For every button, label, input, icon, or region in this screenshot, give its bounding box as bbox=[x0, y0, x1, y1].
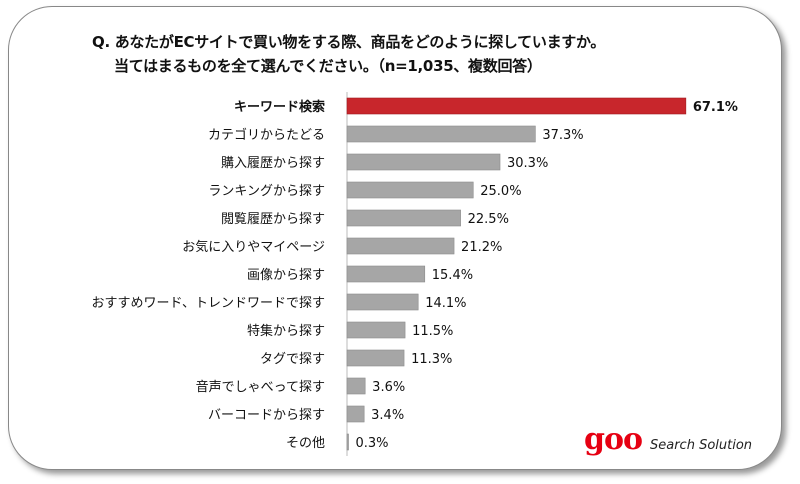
category-label: お気に入りやマイページ bbox=[182, 239, 325, 255]
bar bbox=[346, 349, 405, 367]
category-label: 音声でしゃべって探す bbox=[196, 379, 325, 395]
bar bbox=[346, 265, 426, 283]
value-label: 3.6% bbox=[372, 380, 405, 395]
bar bbox=[346, 237, 455, 255]
value-label: 0.3% bbox=[356, 436, 389, 451]
bar bbox=[346, 209, 461, 227]
value-label: 11.3% bbox=[411, 352, 452, 367]
category-label: タグで探す bbox=[260, 352, 325, 367]
value-label: 14.1% bbox=[425, 296, 466, 311]
bar bbox=[346, 321, 406, 339]
category-label: 特集から探す bbox=[247, 323, 325, 339]
category-label: バーコードから探す bbox=[208, 408, 325, 423]
bar bbox=[346, 181, 474, 199]
value-label: 67.1% bbox=[693, 100, 738, 115]
chart-title: Q. あなたがECサイトで買い物をする際、商品をどのように探していますか。 当て… bbox=[92, 30, 605, 78]
value-label: 37.3% bbox=[542, 128, 583, 143]
value-label: 15.4% bbox=[432, 268, 473, 283]
bar bbox=[346, 433, 349, 451]
bar bbox=[346, 405, 365, 423]
bar bbox=[346, 153, 501, 171]
value-label: 11.5% bbox=[412, 324, 453, 339]
bar bbox=[346, 377, 366, 395]
bar bbox=[346, 97, 687, 115]
logo-tagline: Search Solution bbox=[650, 438, 753, 453]
value-label: 25.0% bbox=[480, 184, 521, 199]
category-label: ランキングから探す bbox=[208, 184, 325, 199]
value-label: 30.3% bbox=[507, 156, 548, 171]
goo-logo: goo Search Solution bbox=[584, 425, 752, 455]
category-label: カテゴリからたどる bbox=[208, 127, 325, 143]
value-label: 3.4% bbox=[371, 408, 404, 423]
title-line-1: Q. あなたがECサイトで買い物をする際、商品をどのように探していますか。 bbox=[92, 33, 606, 51]
category-label: 画像から探す bbox=[247, 268, 325, 283]
title-line-2: 当てはまるものを全て選んでください。（n=1,035、複数回答） bbox=[114, 57, 542, 75]
logo-brand: goo bbox=[584, 422, 643, 457]
bar bbox=[346, 125, 536, 143]
value-label: 22.5% bbox=[468, 212, 509, 227]
category-label: おすすめワード、トレンドワードで探す bbox=[92, 296, 325, 311]
category-label: 閲覧履歴から探す bbox=[221, 211, 325, 227]
bar bbox=[346, 293, 419, 311]
value-label: 21.2% bbox=[461, 240, 502, 255]
category-label: 購入履歴から探す bbox=[221, 156, 325, 171]
category-label: キーワード検索 bbox=[234, 99, 325, 115]
category-label: その他 bbox=[286, 436, 325, 451]
